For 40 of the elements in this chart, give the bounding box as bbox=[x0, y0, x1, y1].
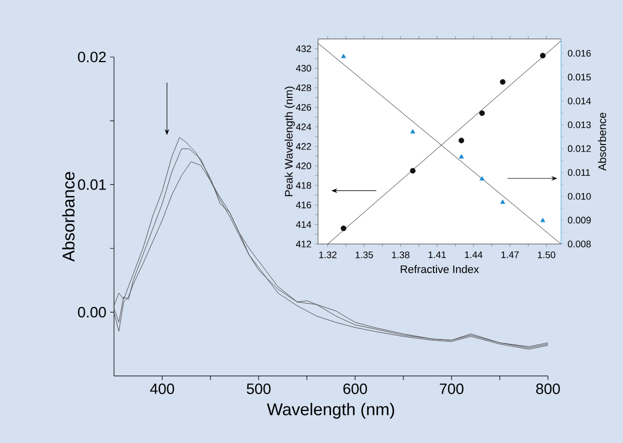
y-tick-label: 430 bbox=[296, 64, 312, 72]
x-axis-title: Refractive Index bbox=[400, 265, 479, 274]
y2-tick-label: 0.016 bbox=[568, 50, 591, 57]
y-tick-label: 0.00 bbox=[78, 306, 106, 318]
y-tick-label: 412 bbox=[296, 240, 312, 248]
y-tick-label: 424 bbox=[296, 124, 312, 130]
y-tick-label: 0.02 bbox=[78, 52, 106, 62]
x-tick-label: 800 bbox=[536, 383, 560, 394]
x-tick-label: 600 bbox=[343, 383, 367, 394]
y-tick-label: 418 bbox=[296, 182, 312, 189]
y-tick-label: 416 bbox=[296, 202, 312, 208]
x-tick-label: 1.35 bbox=[356, 251, 373, 258]
y-tick-label: 0.01 bbox=[78, 179, 106, 190]
x-axis-title: Wavelength (nm) bbox=[266, 402, 394, 419]
y2-tick-label: 0.013 bbox=[568, 121, 591, 128]
y-tick-label: 422 bbox=[296, 143, 312, 150]
y2-tick-label: 0.011 bbox=[568, 169, 590, 176]
x-tick-label: 1.38 bbox=[392, 251, 410, 258]
y-axis-title: Absorbance bbox=[62, 172, 75, 262]
y-tick-label: 420 bbox=[296, 162, 312, 170]
x-tick-label: 500 bbox=[246, 383, 271, 394]
x-tick-label: 1.47 bbox=[501, 251, 519, 258]
y-tick-label: 414 bbox=[296, 221, 312, 228]
x-tick-label: 400 bbox=[150, 383, 174, 394]
y2-tick-label: 0.015 bbox=[568, 74, 591, 80]
y2-tick-label: 0.010 bbox=[568, 192, 591, 200]
y2-tick-label: 0.014 bbox=[568, 98, 591, 104]
x-tick-label: 1.50 bbox=[538, 251, 556, 258]
x-tick-label: 1.32 bbox=[319, 251, 336, 258]
y2-tick-label: 0.012 bbox=[568, 145, 591, 152]
x-tick-label: 1.41 bbox=[428, 251, 446, 258]
y-tick-label: 426 bbox=[296, 104, 312, 111]
x-tick-label: 700 bbox=[440, 383, 464, 394]
y2-tick-label: 0.008 bbox=[568, 240, 591, 248]
y-tick-label: 428 bbox=[296, 84, 312, 92]
y2-tick-label: 0.009 bbox=[568, 216, 591, 224]
y-tick-label: 432 bbox=[296, 45, 312, 52]
y-axis-title: Peak Wavelength (nm) bbox=[284, 86, 295, 196]
y2-axis-title: Absorbence bbox=[598, 112, 606, 171]
x-tick-label: 1.44 bbox=[465, 251, 482, 258]
